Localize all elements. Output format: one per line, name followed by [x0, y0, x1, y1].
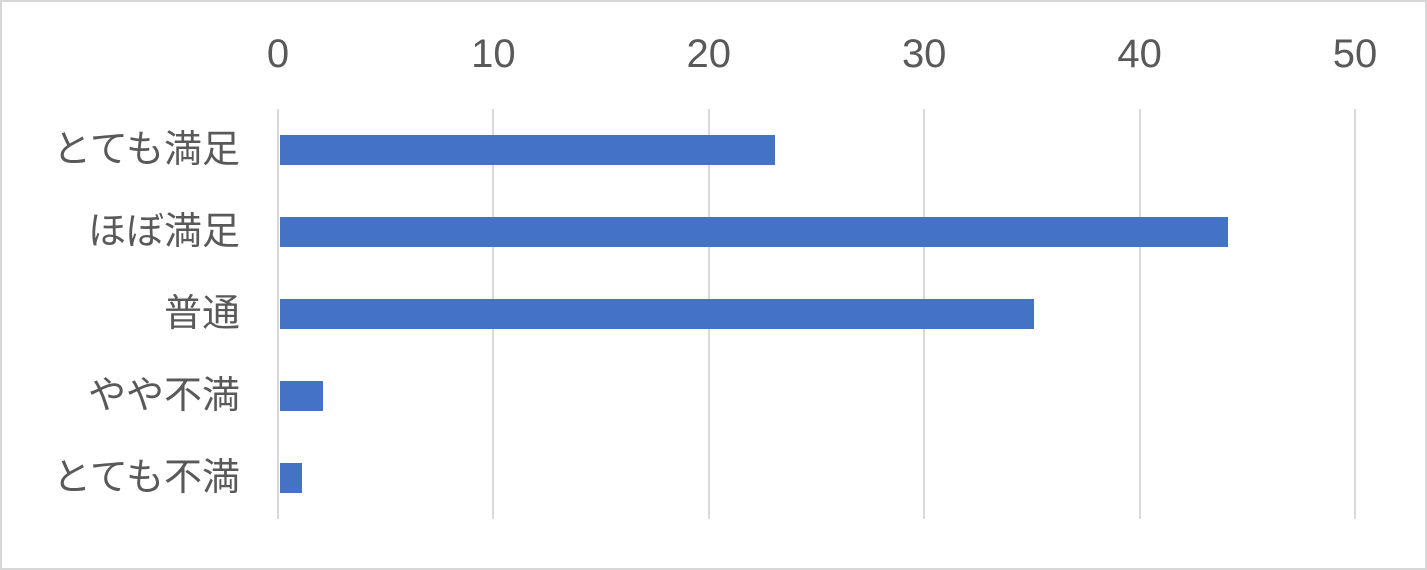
x-tick-label-50: 50: [1332, 32, 1378, 76]
bar-1: [280, 217, 1228, 247]
plot-area: [277, 109, 1356, 519]
bar-2: [280, 299, 1034, 329]
y-axis-label-0: とても満足: [53, 129, 240, 171]
x-tick-label-20: 20: [686, 32, 732, 76]
y-axis-label-3: やや不満: [87, 375, 240, 417]
x-tick-label-0: 0: [266, 32, 290, 76]
y-axis-label-2: 普通: [163, 293, 240, 335]
y-axis-label-4: とても不満: [53, 457, 240, 499]
bar-0: [280, 135, 776, 165]
y-axis-label-1: ほぼ満足: [87, 211, 240, 253]
bar-4: [280, 463, 302, 493]
x-tick-label-10: 10: [471, 32, 516, 76]
gridline-0: [277, 109, 279, 519]
gridline-50: [1354, 109, 1356, 519]
x-tick-label-30: 30: [901, 32, 947, 76]
bar-3: [280, 381, 324, 411]
x-tick-label-40: 40: [1117, 32, 1162, 76]
gridline-40: [1138, 109, 1141, 519]
